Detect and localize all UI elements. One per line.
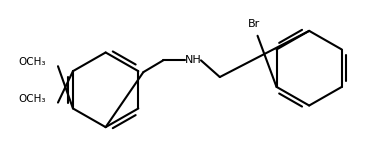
Text: Br: Br (248, 19, 260, 29)
Text: OCH₃: OCH₃ (19, 94, 46, 104)
Text: OCH₃: OCH₃ (19, 57, 46, 67)
Text: NH: NH (185, 55, 202, 65)
